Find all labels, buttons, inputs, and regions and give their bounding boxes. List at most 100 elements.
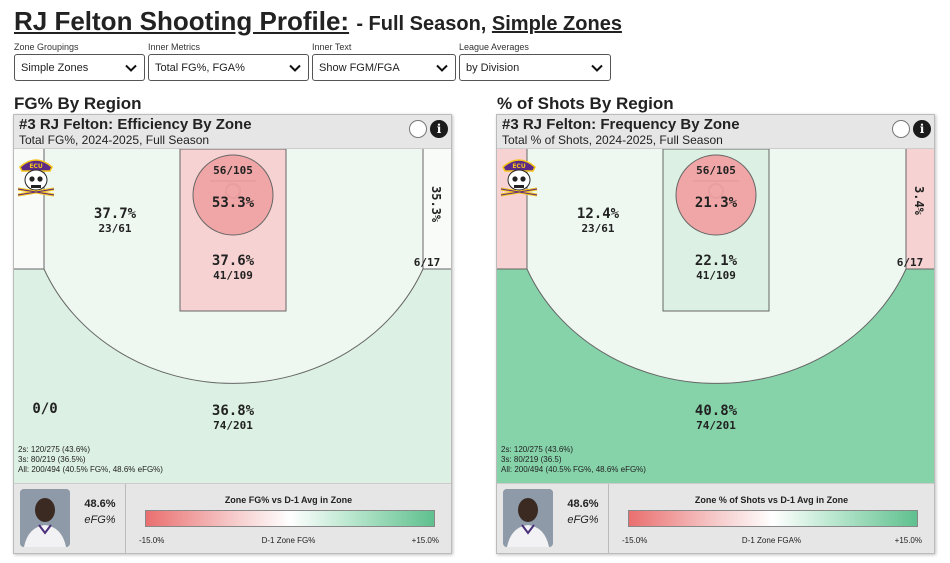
paint-frac: 41/109 [213,269,253,282]
league-averages-control: League Averages by Division [459,42,611,81]
chevron-down-icon [125,64,137,72]
midrange-frac: 23/61 [98,222,132,235]
right-corner-frac: 6/17 [896,256,924,269]
efg-label: eFG% [567,514,599,526]
card-header: #3 RJ Felton: Frequency By Zone Total % … [497,115,934,149]
legend-low: -15.0% [139,536,165,545]
league-averages-label: League Averages [459,42,529,52]
paint-label: 22.1% 41/109 [695,253,737,282]
legend-title: Zone FG% vs D-1 Avg in Zone [224,495,353,505]
page-title-main: RJ Felton Shooting Profile: [14,6,350,36]
inner-metrics-select[interactable]: Total FG%, FGA% [148,54,309,81]
rim-pct: 53.3% [211,195,255,211]
inner-metrics-value: Total FG%, FGA% [155,61,245,74]
right-corner-frac-wrap: 6/17 [897,256,924,269]
card-header: #3 RJ Felton: Efficiency By Zone Total F… [14,115,451,149]
zone-groupings-control: Zone Groupings Simple Zones [14,42,145,81]
circle-toggle-icon[interactable] [409,120,427,138]
player-avatar [20,489,70,547]
inner-metrics-control: Inner Metrics Total FG%, FGA% [148,42,309,81]
midrange-pct: 37.7% [93,206,137,222]
paint-label: 37.6% 41/109 [212,253,254,282]
rim-pct: 21.3% [694,195,738,211]
shot-chart-court: 56/105 53.3% 37.6% 41/109 37.7% 23/61 35… [14,149,451,483]
court-drawing [14,149,451,483]
efg-value: 48.6% [84,498,116,510]
three-frac: 74/201 [213,419,253,432]
rim-label: 56/105 21.3% [695,164,737,211]
three-label: 40.8% 74/201 [695,403,737,432]
card-title: #3 RJ Felton: Frequency By Zone [502,116,740,133]
totals-threes: 3s: 80/219 (36.5) [501,455,562,464]
page-title: RJ Felton Shooting Profile: - Full Seaso… [14,6,622,37]
paint-frac: 41/109 [696,269,736,282]
card-title: #3 RJ Felton: Efficiency By Zone [19,116,252,133]
right-corner-zone [906,149,934,269]
zone-groupings-value: Simple Zones [21,61,89,74]
court-drawing [497,149,934,483]
card-subtitle: Total FG%, 2024-2025, Full Season [19,133,210,147]
logo-text: ECU [512,163,526,170]
inner-text-label: Inner Text [312,42,352,52]
info-icon[interactable]: i [913,120,931,138]
right-corner-pct: 35.3% [429,186,443,223]
page-subtitle-link[interactable]: Simple Zones [491,13,622,35]
inner-text-control: Inner Text Show FGM/FGA [312,42,456,81]
inner-text-select[interactable]: Show FGM/FGA [312,54,456,81]
frequency-card: #3 RJ Felton: Frequency By Zone Total % … [496,114,935,554]
section-title-fg: FG% By Region [14,94,142,113]
league-averages-select[interactable]: by Division [459,54,611,81]
right-corner-zone [423,149,451,269]
chevron-down-icon [289,64,301,72]
rim-zone [676,155,756,235]
three-label: 36.8% 74/201 [212,403,254,432]
ecu-pirate-logo: ECU [500,159,538,197]
midrange-pct: 12.4% [576,206,620,222]
player-avatar [503,489,553,547]
legend-mid: D-1 Zone FG% [261,536,316,545]
ecu-pirate-logo: ECU [17,159,55,197]
chevron-down-icon [591,64,603,72]
logo-text: ECU [29,163,43,170]
rim-zone [193,155,273,235]
midrange-label: 12.4% 23/61 [577,206,619,235]
legend-high: +15.0% [894,536,922,545]
totals-all: All: 200/494 (40.5% FG%, 48.6% eFG%) [501,465,646,474]
left-corner-label: 0/0 [32,401,57,417]
circle-toggle-icon[interactable] [892,120,910,138]
efg-value: 48.6% [567,498,599,510]
legend-low: -15.0% [622,536,648,545]
footer-divider [608,484,609,554]
left-corner-frac: 0/0 [32,401,58,417]
inner-text-value: Show FGM/FGA [319,61,400,74]
three-pct: 36.8% [211,403,255,419]
right-corner-frac-wrap: 6/17 [414,256,441,269]
page-subtitle-prefix: - Full Season, [356,13,492,35]
chevron-down-icon [436,64,448,72]
totals-block: 2s: 120/275 (43.6%) 3s: 80/219 (36.5%) A… [18,445,163,475]
three-frac: 74/201 [696,419,736,432]
totals-twos: 2s: 120/275 (43.6%) [501,445,574,454]
card-footer: 48.6% eFG% Zone FG% vs D-1 Avg in Zone -… [14,483,451,554]
info-icon[interactable]: i [430,120,448,138]
midrange-label: 37.7% 23/61 [94,206,136,235]
efg-block: 48.6% eFG% [561,498,605,526]
efg-block: 48.6% eFG% [78,498,122,526]
page-subtitle: - Full Season, Simple Zones [356,13,622,35]
zone-groupings-label: Zone Groupings [14,42,79,52]
legend-title: Zone % of Shots vs D-1 Avg in Zone [694,495,849,505]
color-legend: Zone % of Shots vs D-1 Avg in Zone -15.0… [609,484,934,554]
inner-metrics-label: Inner Metrics [148,42,201,52]
shot-chart-court: 56/105 21.3% 22.1% 41/109 12.4% 23/61 3.… [497,149,934,483]
efg-label: eFG% [84,514,116,526]
paint-pct: 37.6% [211,253,255,269]
zone-groupings-select[interactable]: Simple Zones [14,54,145,81]
legend-mid: D-1 Zone FGA% [741,536,802,545]
section-title-shots: % of Shots By Region [497,94,674,113]
legend-gradient-bar [145,510,435,527]
legend-high: +15.0% [411,536,439,545]
legend-gradient-bar [628,510,918,527]
right-corner-pct: 3.4% [912,186,926,215]
paint-pct: 22.1% [694,253,738,269]
card-footer: 48.6% eFG% Zone % of Shots vs D-1 Avg in… [497,483,934,554]
